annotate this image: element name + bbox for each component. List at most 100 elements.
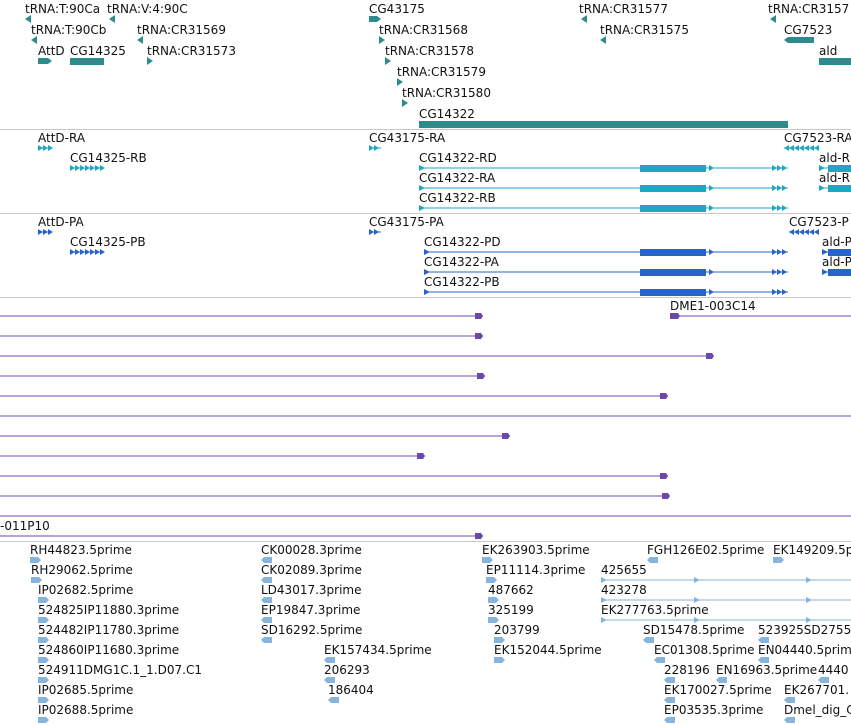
protein-feature[interactable]: AttD-PA [38, 215, 84, 235]
clone-feature[interactable]: -011P10 [0, 519, 483, 539]
clone-feature[interactable] [0, 353, 714, 359]
est-feature[interactable]: LD43017.3prime [261, 583, 362, 603]
trna-glyph [379, 36, 385, 44]
protein-feature[interactable]: CG14322-PB [424, 275, 788, 296]
est-glyph [694, 597, 700, 603]
clone-feature[interactable]: DME1-003C14 [670, 299, 851, 319]
gene-feature[interactable]: tRNA:CR3157 [768, 2, 849, 23]
clone-feature[interactable] [0, 493, 670, 499]
est-feature[interactable]: 524825IP11880.3prime [38, 603, 179, 623]
est-feature[interactable]: EP19847.3prime [261, 603, 360, 623]
gene-feature[interactable]: CG14325 [70, 44, 126, 65]
est-feature[interactable]: 228196 [664, 663, 710, 683]
gene-feature[interactable]: tRNA:CR31579 [397, 65, 486, 86]
gene-feature[interactable]: tRNA:CR31580 [402, 86, 491, 107]
gene-feature[interactable]: tRNA:V:4:90C [107, 2, 188, 23]
est-feature[interactable]: 203799 [494, 623, 540, 643]
gene-feature[interactable]: CG43175 [369, 2, 425, 22]
gene-feature[interactable]: tRNA:CR31568 [379, 23, 468, 44]
feature-label: EP11114.3prime [486, 563, 585, 577]
est-feature[interactable]: EP11114.3prime [486, 563, 585, 583]
est-feature[interactable]: EK157434.5prime [324, 643, 432, 663]
est-feature[interactable]: IP02685.5prime [38, 683, 133, 703]
gene-feature[interactable]: tRNA:CR31577 [579, 2, 668, 23]
exon-block [640, 269, 706, 276]
feature-label: EK170027.5prime [664, 683, 772, 697]
est-glyph [601, 617, 607, 623]
gene-feature[interactable]: tRNA:CR31573 [147, 44, 236, 65]
est-feature[interactable]: CK02089.3prime [261, 563, 362, 583]
est-feature[interactable]: SD16292.5prime [261, 623, 362, 643]
mrna-feature[interactable]: CG14322-RD [419, 151, 788, 172]
protein-feature[interactable]: CG7523-P [789, 215, 849, 235]
est-feature[interactable]: 423278 [601, 583, 851, 603]
gene-feature[interactable]: tRNA:CR31569 [137, 23, 226, 44]
est-feature[interactable]: EK149209.5p [773, 543, 851, 563]
mrna-feature[interactable]: ald-R [819, 151, 851, 172]
est-feature[interactable]: 524860IP11680.3prime [38, 643, 179, 663]
gene-feature[interactable]: tRNA:T:90Ca [25, 2, 100, 23]
gene-feature[interactable]: CG7523 [784, 23, 832, 43]
clone-feature[interactable] [0, 453, 425, 459]
mrna-feature[interactable]: ald-R [819, 171, 851, 192]
mrna-feature[interactable]: CG14322-RB [419, 191, 788, 212]
est-feature[interactable]: IP02682.5prime [38, 583, 133, 603]
est-feature[interactable]: EK152044.5prime [494, 643, 602, 663]
protein-feature[interactable]: CG14325-PB [70, 235, 146, 255]
est-feature[interactable]: 524911DMG1C.1_1.D07.C1 [38, 663, 202, 683]
mrna-feature[interactable]: CG7523-RA [784, 131, 851, 151]
est-feature[interactable]: 487662 [488, 583, 534, 603]
clone-feature[interactable] [0, 393, 668, 399]
est-glyph [488, 617, 499, 623]
strand-chevron [777, 165, 782, 171]
clone-feature[interactable] [0, 433, 510, 439]
est-glyph [38, 597, 49, 603]
mrna-feature[interactable]: CG14325-RB [70, 151, 147, 171]
gene-feature[interactable]: tRNA:CR31578 [385, 44, 474, 65]
protein-feature[interactable]: CG14322-PA [424, 255, 788, 276]
est-glyph [38, 617, 49, 623]
strand-chevron [85, 249, 90, 255]
est-feature[interactable]: 523925SD2755 [758, 623, 851, 643]
clone-feature[interactable] [0, 473, 668, 479]
est-feature[interactable]: 325199 [488, 603, 534, 623]
est-feature[interactable]: SD15478.5prime [643, 623, 744, 643]
est-feature[interactable]: EC01308.5prime [654, 643, 755, 663]
est-feature[interactable]: CK00028.3prime [261, 543, 362, 563]
est-feature[interactable]: IP02688.5prime [38, 703, 133, 723]
mrna-feature[interactable]: CG43175-RA [369, 131, 446, 151]
est-feature[interactable]: EP03535.3prime [664, 703, 763, 723]
protein-feature[interactable]: ald-P [822, 255, 851, 276]
est-feature[interactable]: 186404 [328, 683, 374, 703]
est-feature[interactable]: EK170027.5prime [664, 683, 772, 703]
protein-feature[interactable]: ald-P [822, 235, 851, 256]
est-feature[interactable]: RH29062.5prime [31, 563, 133, 583]
gene-feature[interactable]: CG14322 [419, 107, 788, 128]
strand-chevron [75, 165, 80, 171]
protein-feature[interactable]: CG14322-PD [424, 235, 788, 256]
est-feature[interactable]: EK263903.5prime [482, 543, 590, 563]
gene-feature[interactable]: ald [819, 44, 851, 65]
clone-feature[interactable] [0, 373, 485, 379]
clone-feature[interactable] [0, 313, 483, 319]
est-feature[interactable]: EK267701. [784, 683, 849, 703]
est-feature[interactable]: 4440 [818, 663, 849, 683]
gene-feature[interactable]: tRNA:CR31575 [600, 23, 689, 44]
est-feature[interactable]: RH44823.5prime [30, 543, 132, 563]
est-feature[interactable]: 524482IP11780.3prime [38, 623, 179, 643]
mrna-feature[interactable]: CG14322-RA [419, 171, 788, 192]
protein-feature[interactable]: CG43175-PA [369, 215, 445, 235]
gene-feature[interactable]: AttD [38, 44, 65, 64]
strand-chevron [70, 165, 75, 171]
est-feature[interactable]: 425655 [601, 563, 851, 583]
mrna-feature[interactable]: AttD-RA [38, 131, 86, 151]
strand-chevron [709, 269, 714, 275]
gene-feature[interactable]: tRNA:T:90Cb [31, 23, 106, 44]
est-feature[interactable]: EK277763.5prime [601, 603, 851, 623]
est-feature[interactable]: EN04440.5prim [758, 643, 851, 663]
est-feature[interactable]: FGH126E02.5prime [647, 543, 764, 563]
clone-feature[interactable] [0, 333, 483, 339]
est-feature[interactable]: Dmel_dig_C [784, 703, 851, 723]
est-feature[interactable]: EN16963.5prime [716, 663, 817, 683]
est-feature[interactable]: 206293 [324, 663, 370, 683]
